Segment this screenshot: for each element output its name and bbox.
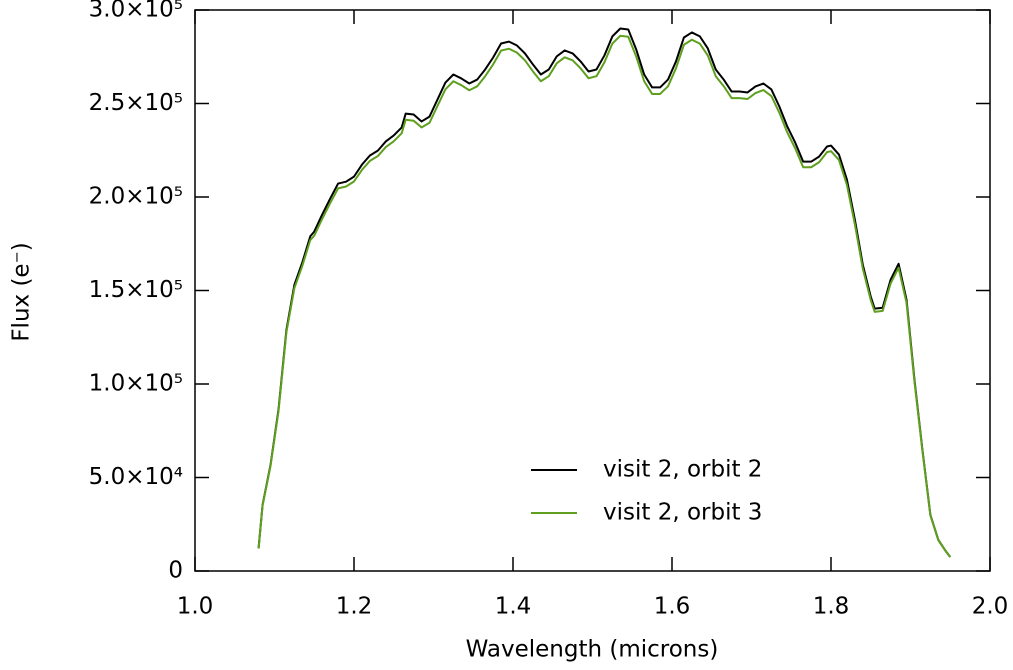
series-line xyxy=(257,34,952,558)
x-axis-label: Wavelength (microns) xyxy=(466,637,719,663)
x-tick-label: 2.0 xyxy=(972,594,1009,620)
y-tick-label: 1.0×10⁵ xyxy=(89,371,183,397)
y-tick-label: 0 xyxy=(168,558,183,584)
y-tick-label: 5.0×10⁴ xyxy=(89,464,183,490)
y-axis-label: Flux (e⁻) xyxy=(9,242,35,341)
y-tick-label: 3.0×10⁵ xyxy=(89,0,183,23)
x-tick-label: 1.6 xyxy=(654,594,691,620)
legend-label: visit 2, orbit 3 xyxy=(603,500,762,526)
y-tick-label: 2.0×10⁵ xyxy=(89,184,183,210)
x-tick-label: 1.2 xyxy=(336,594,373,620)
y-tick-label: 2.5×10⁵ xyxy=(89,90,183,116)
y-tick-label: 1.5×10⁵ xyxy=(89,277,183,303)
x-tick-label: 1.4 xyxy=(495,594,532,620)
series-line xyxy=(257,27,952,558)
x-tick-label: 1.8 xyxy=(813,594,850,620)
x-tick-label: 1.0 xyxy=(177,594,214,620)
plot-frame xyxy=(194,9,991,572)
legend-label: visit 2, orbit 2 xyxy=(603,457,762,483)
